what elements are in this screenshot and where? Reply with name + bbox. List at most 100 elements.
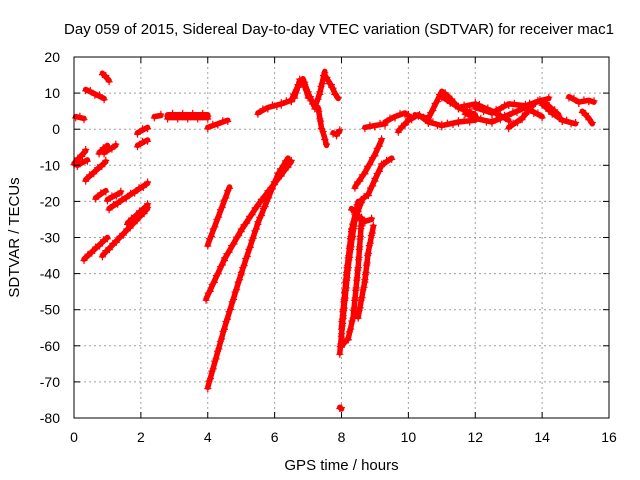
data-point-marker <box>204 385 212 393</box>
data-point-marker <box>144 200 152 208</box>
data-point-marker <box>248 211 256 219</box>
data-point-marker <box>356 232 364 240</box>
data-point-marker <box>563 116 571 124</box>
data-point-marker <box>344 261 352 269</box>
data-point-marker <box>363 259 371 267</box>
data-point-marker <box>112 238 120 246</box>
data-point-marker <box>356 304 364 312</box>
x-tick-label: 16 <box>601 429 617 445</box>
data-point-marker <box>548 110 556 118</box>
data-point-marker <box>98 71 106 79</box>
data-point-marker <box>128 214 135 222</box>
data-series <box>70 68 598 412</box>
data-point-marker <box>582 109 590 117</box>
data-point-marker <box>346 242 354 250</box>
data-point-marker <box>353 274 361 282</box>
data-point-marker <box>351 294 359 302</box>
data-point-marker <box>484 106 492 114</box>
data-point-marker <box>218 204 226 211</box>
data-point-marker <box>375 142 383 150</box>
data-point-marker <box>315 107 323 115</box>
data-point-marker <box>254 220 262 228</box>
data-point-marker <box>585 98 593 106</box>
data-point-marker <box>364 192 372 199</box>
data-point-marker <box>360 283 368 291</box>
data-point-marker <box>538 114 546 122</box>
data-point-marker <box>338 325 345 333</box>
data-point-marker <box>236 276 244 284</box>
data-point-marker <box>302 86 310 94</box>
data-point-marker <box>108 145 116 153</box>
data-point-marker <box>321 136 329 143</box>
data-point-marker <box>347 325 355 333</box>
data-point-marker <box>169 112 177 120</box>
data-point-marker <box>214 270 222 278</box>
data-point-marker <box>424 116 432 124</box>
data-point-marker <box>352 284 360 292</box>
data-point-marker <box>194 115 202 123</box>
data-point-marker <box>336 405 344 412</box>
data-point-marker <box>572 119 580 126</box>
data-point-marker <box>460 101 468 109</box>
data-point-marker <box>90 170 98 178</box>
data-point-marker <box>314 95 322 103</box>
data-point-marker <box>480 108 488 116</box>
data-point-marker <box>420 115 428 122</box>
series-s21 <box>204 184 233 250</box>
data-point-marker <box>139 184 147 191</box>
data-point-marker <box>92 195 100 203</box>
data-point-marker <box>114 200 122 208</box>
data-point-marker <box>338 315 346 323</box>
data-point-marker <box>496 116 504 124</box>
data-point-marker <box>449 121 457 128</box>
data-point-marker <box>429 107 437 115</box>
data-point-marker <box>284 155 292 163</box>
data-point-marker <box>553 111 561 119</box>
data-point-marker <box>361 278 369 286</box>
data-point-marker <box>336 126 344 134</box>
series-s45 <box>538 101 580 128</box>
series-s44 <box>505 93 553 133</box>
data-point-marker <box>254 202 262 210</box>
data-point-marker <box>112 140 120 148</box>
data-point-marker <box>323 140 330 148</box>
data-point-marker <box>105 78 113 86</box>
data-point-marker <box>82 177 90 185</box>
data-point-marker <box>371 152 379 160</box>
data-point-marker <box>317 117 325 125</box>
data-point-marker <box>362 269 370 276</box>
y-tick-label: -50 <box>40 302 60 318</box>
data-point-marker <box>157 110 165 118</box>
data-point-marker <box>371 177 379 185</box>
x-axis-label: GPS time / hours <box>284 457 398 474</box>
data-point-marker <box>588 119 596 126</box>
data-point-marker <box>341 337 349 345</box>
ticks: 0 2 4 6 8 10 12 14 16 -80 -70 -60 -50 -40 -30 -20 -10 0 10… <box>40 49 617 445</box>
data-point-marker <box>99 144 107 152</box>
data-point-marker <box>269 185 276 193</box>
data-point-marker <box>525 108 533 116</box>
data-point-marker <box>230 240 238 248</box>
data-point-marker <box>368 214 376 222</box>
data-point-marker <box>227 305 234 313</box>
data-point-marker <box>366 239 374 247</box>
y-tick-label: -70 <box>40 374 60 390</box>
data-point-marker <box>150 114 158 122</box>
data-point-marker <box>96 91 103 99</box>
data-point-marker <box>343 271 350 279</box>
data-point-marker <box>218 335 226 343</box>
data-point-marker <box>272 176 280 184</box>
data-point-marker <box>558 118 566 125</box>
data-point-marker <box>95 150 103 158</box>
data-point-marker <box>206 287 214 295</box>
data-point-marker <box>221 325 228 333</box>
data-point-marker <box>235 232 243 240</box>
data-point-marker <box>329 84 337 92</box>
series-s46 <box>565 93 598 107</box>
series-s19 <box>164 112 212 123</box>
series-s06 <box>82 156 110 185</box>
data-point-marker <box>103 197 111 205</box>
data-point-marker <box>378 135 386 143</box>
data-point-marker <box>411 112 419 120</box>
data-point-marker <box>580 96 588 104</box>
